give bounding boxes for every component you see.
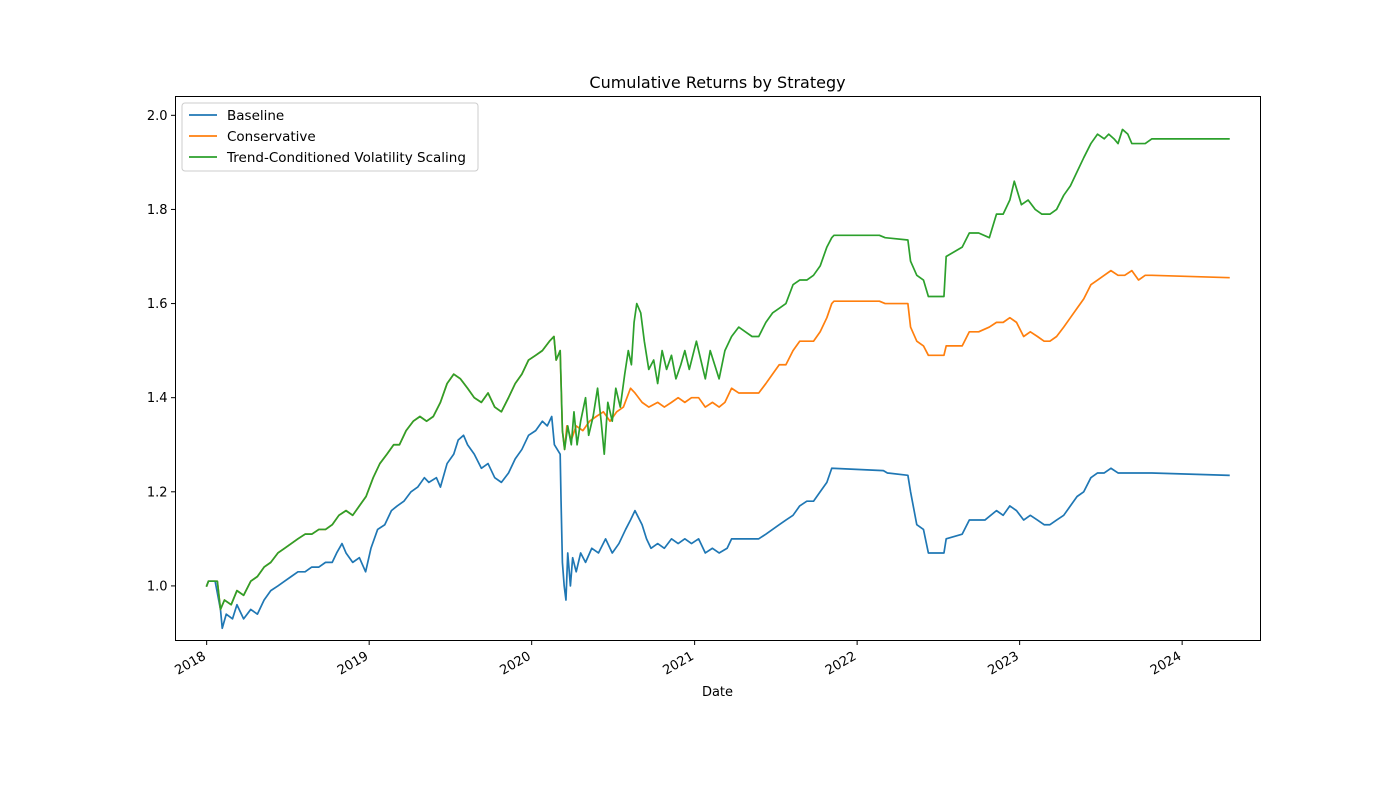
series-line-trend-conditioned-volatility-scaling xyxy=(205,128,1230,611)
y-tick-label: 1.6 xyxy=(147,297,168,312)
legend-label-conservative: Conservative xyxy=(227,129,316,145)
legend-label-trend-conditioned-volatility-scaling: Trend-Conditioned Volatility Scaling xyxy=(226,150,466,166)
chart-title: Cumulative Returns by Strategy xyxy=(589,73,845,92)
y-axis: 1.0 1.2 1.4 1.6 1.8 2.0 xyxy=(147,109,176,594)
y-tick-label: 1.2 xyxy=(147,485,168,500)
legend: Baseline Conservative Trend-Conditioned Vo… xyxy=(181,102,479,172)
y-tick-label: 1.4 xyxy=(147,391,168,406)
y-tick-label: 1.0 xyxy=(147,579,168,594)
plot-frame xyxy=(175,96,1261,641)
x-axis-label: Date xyxy=(702,685,733,700)
series-layer xyxy=(205,128,1230,630)
legend-label-baseline: Baseline xyxy=(227,108,284,124)
series-line-baseline xyxy=(205,415,1230,630)
y-tick-label: 2.0 xyxy=(147,109,168,124)
legend-box xyxy=(181,102,479,172)
y-tick-label: 1.8 xyxy=(147,203,168,218)
